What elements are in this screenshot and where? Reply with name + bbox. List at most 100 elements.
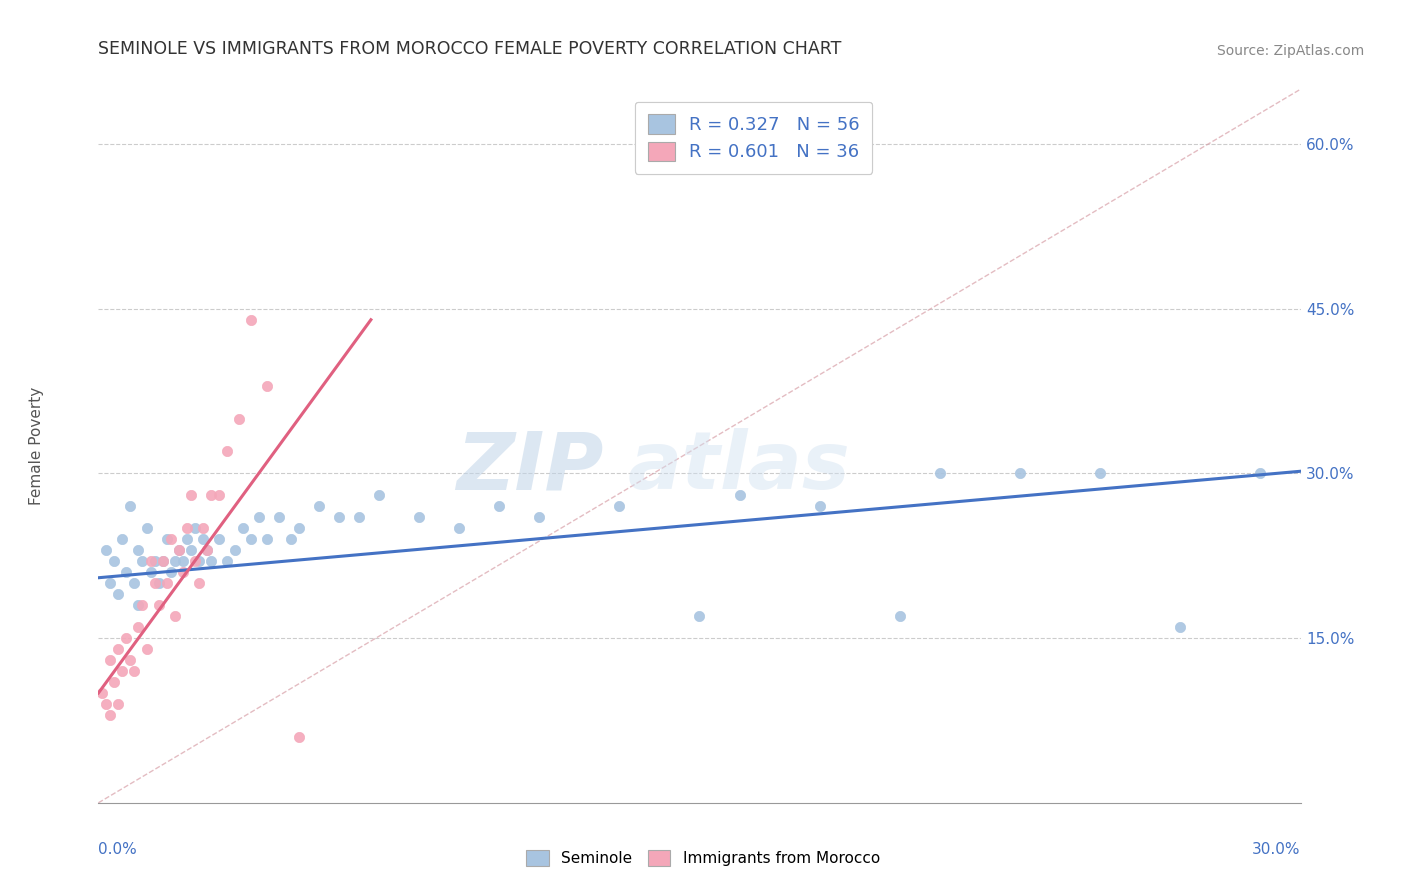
Point xyxy=(529,510,551,524)
Point xyxy=(176,521,198,535)
Point xyxy=(215,554,238,568)
Point xyxy=(267,510,290,524)
Point xyxy=(200,554,222,568)
Point xyxy=(128,543,150,558)
Point xyxy=(103,554,125,568)
Point xyxy=(195,543,218,558)
Point xyxy=(100,708,122,723)
Point xyxy=(167,543,190,558)
Legend: R = 0.327   N = 56, R = 0.601   N = 36: R = 0.327 N = 56, R = 0.601 N = 36 xyxy=(636,102,872,174)
Point xyxy=(135,642,157,657)
Text: 0.0%: 0.0% xyxy=(98,842,138,857)
Point xyxy=(488,500,510,514)
Point xyxy=(224,543,246,558)
Point xyxy=(176,533,198,547)
Point xyxy=(155,576,177,591)
Point xyxy=(180,488,202,502)
Text: atlas: atlas xyxy=(627,428,851,507)
Text: ZIP: ZIP xyxy=(456,428,603,507)
Point xyxy=(328,510,350,524)
Point xyxy=(256,378,278,392)
Point xyxy=(128,598,150,612)
Point xyxy=(929,467,952,481)
Point xyxy=(115,566,138,580)
Point xyxy=(368,488,391,502)
Point xyxy=(120,653,142,667)
Text: Source: ZipAtlas.com: Source: ZipAtlas.com xyxy=(1216,44,1364,58)
Point xyxy=(139,554,162,568)
Point xyxy=(107,697,129,711)
Point xyxy=(172,566,194,580)
Text: 30.0%: 30.0% xyxy=(1253,842,1301,857)
Point xyxy=(100,653,122,667)
Point xyxy=(191,521,214,535)
Point xyxy=(280,533,302,547)
Point xyxy=(111,533,134,547)
Point xyxy=(163,554,186,568)
Point xyxy=(155,533,177,547)
Point xyxy=(1010,467,1032,481)
Point xyxy=(172,554,194,568)
Point xyxy=(124,664,146,678)
Point xyxy=(183,554,205,568)
Point xyxy=(103,675,125,690)
Point xyxy=(1088,467,1111,481)
Point xyxy=(107,587,129,601)
Point xyxy=(143,554,166,568)
Point xyxy=(288,730,311,744)
Point xyxy=(239,533,262,547)
Point xyxy=(152,554,174,568)
Point xyxy=(139,566,162,580)
Point xyxy=(159,566,181,580)
Point xyxy=(200,488,222,502)
Point xyxy=(91,686,114,700)
Point xyxy=(96,543,118,558)
Point xyxy=(159,533,181,547)
Point xyxy=(183,521,205,535)
Point xyxy=(163,609,186,624)
Point xyxy=(191,533,214,547)
Point xyxy=(180,543,202,558)
Point xyxy=(152,554,174,568)
Point xyxy=(247,510,270,524)
Point xyxy=(728,488,751,502)
Point xyxy=(288,521,311,535)
Point xyxy=(115,631,138,645)
Point xyxy=(308,500,330,514)
Point xyxy=(128,620,150,634)
Point xyxy=(100,576,122,591)
Text: Female Poverty: Female Poverty xyxy=(30,387,45,505)
Point xyxy=(111,664,134,678)
Point xyxy=(208,533,231,547)
Point xyxy=(208,488,231,502)
Point xyxy=(239,312,262,326)
Point xyxy=(148,598,170,612)
Point xyxy=(347,510,370,524)
Point xyxy=(167,543,190,558)
Point xyxy=(131,598,153,612)
Point xyxy=(1250,467,1272,481)
Point xyxy=(609,500,631,514)
Point xyxy=(187,576,209,591)
Point xyxy=(447,521,470,535)
Point xyxy=(124,576,146,591)
Point xyxy=(107,642,129,657)
Point xyxy=(195,543,218,558)
Point xyxy=(187,554,209,568)
Text: SEMINOLE VS IMMIGRANTS FROM MOROCCO FEMALE POVERTY CORRELATION CHART: SEMINOLE VS IMMIGRANTS FROM MOROCCO FEMA… xyxy=(98,40,842,58)
Legend: Seminole, Immigrants from Morocco: Seminole, Immigrants from Morocco xyxy=(517,841,889,875)
Point xyxy=(889,609,911,624)
Point xyxy=(689,609,711,624)
Point xyxy=(96,697,118,711)
Point xyxy=(408,510,430,524)
Point xyxy=(232,521,254,535)
Point xyxy=(131,554,153,568)
Point xyxy=(148,576,170,591)
Point xyxy=(135,521,157,535)
Point xyxy=(143,576,166,591)
Point xyxy=(1170,620,1192,634)
Point xyxy=(256,533,278,547)
Point xyxy=(808,500,831,514)
Point xyxy=(228,411,250,425)
Point xyxy=(215,444,238,458)
